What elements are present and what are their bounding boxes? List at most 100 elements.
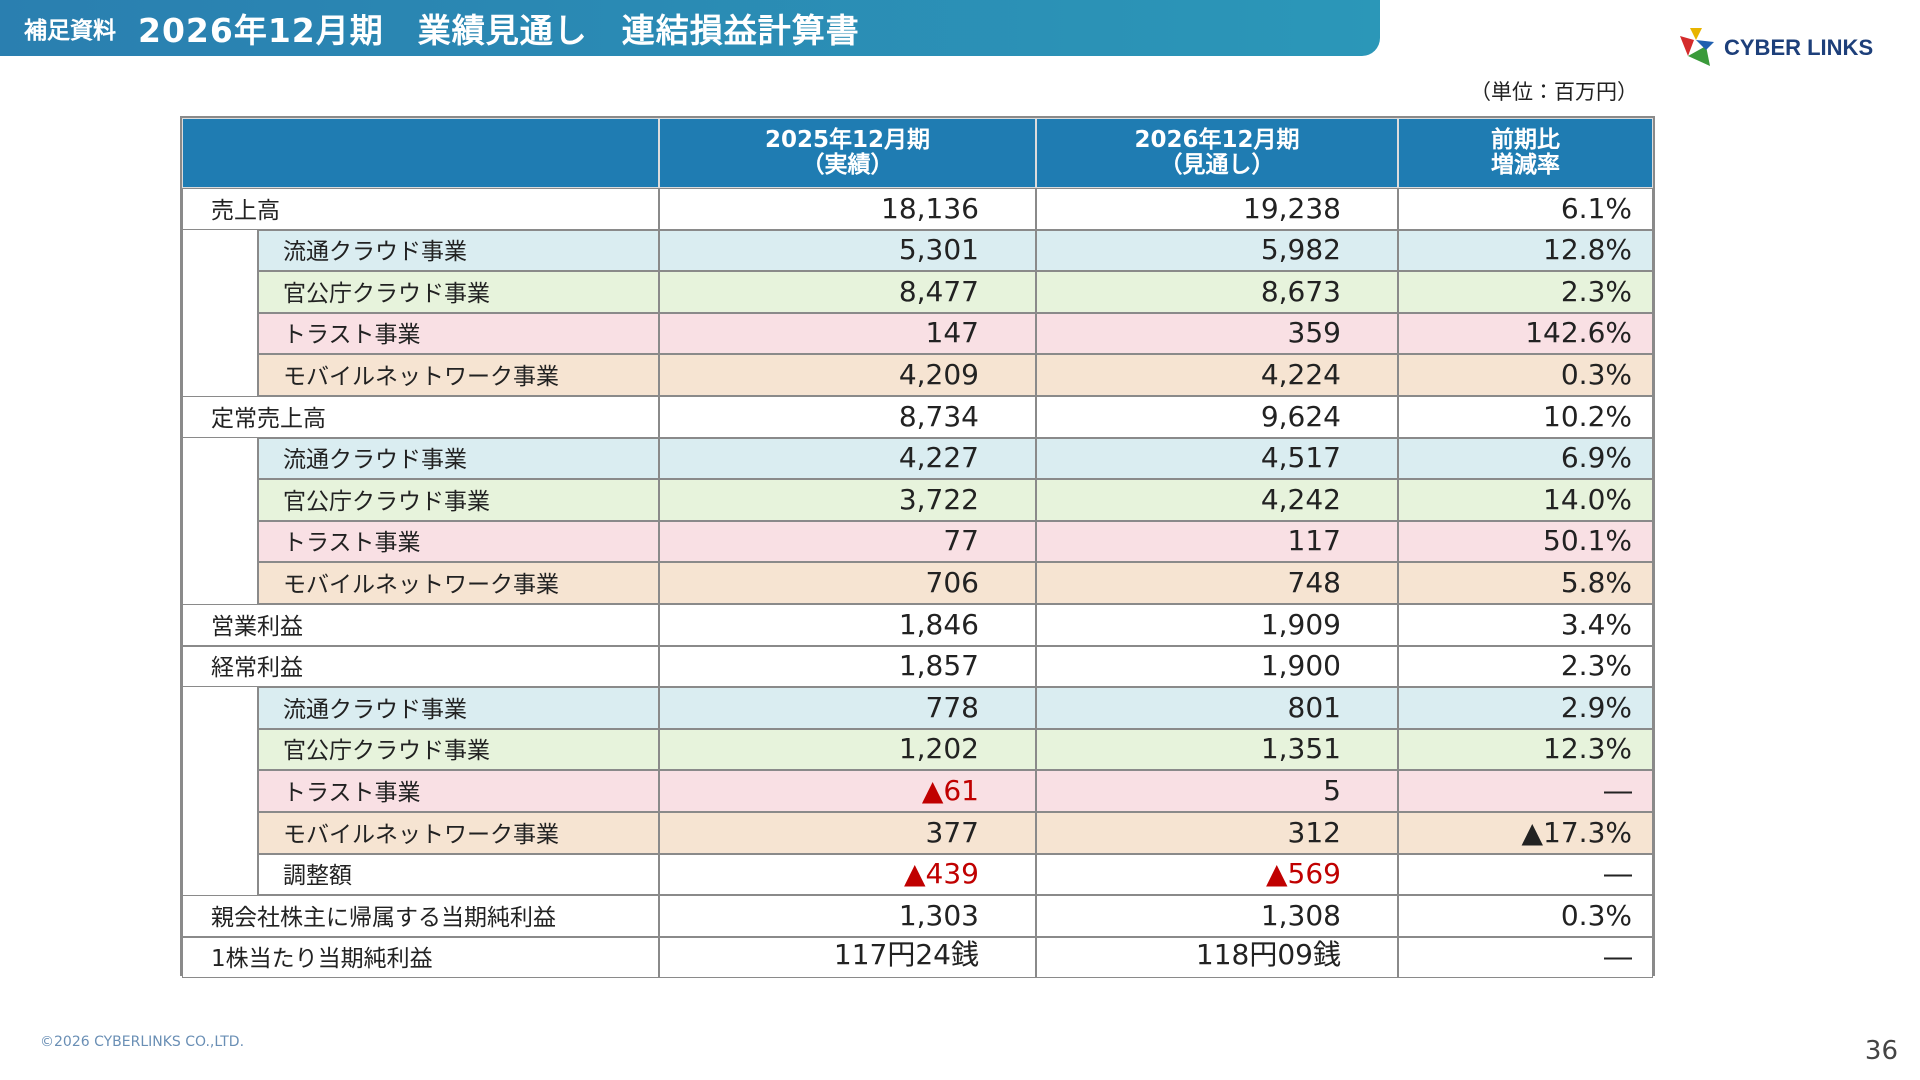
column-header-line: 2026年12月期 bbox=[1134, 126, 1300, 153]
sub-row-label: トラスト事業 bbox=[258, 770, 659, 812]
title-tag: 補足資料 bbox=[24, 18, 116, 44]
unit-label: （単位：百万円） bbox=[1470, 80, 1638, 104]
value-cell: 4,517 bbox=[1036, 437, 1398, 480]
logo-text: CYBER LINKS bbox=[1724, 35, 1874, 60]
value-cell: 1,351 bbox=[1036, 728, 1398, 771]
value-cell: 9,624 bbox=[1036, 396, 1398, 438]
column-header-line: （実績） bbox=[801, 152, 894, 178]
row-label: 営業利益 bbox=[182, 604, 659, 646]
column-header: 前期比 増減率 bbox=[1398, 118, 1653, 188]
row-label: 定常売上高 bbox=[182, 396, 659, 438]
value-cell: 1,900 bbox=[1036, 645, 1398, 688]
value-cell: 8,673 bbox=[1036, 271, 1398, 313]
value-cell: 312 bbox=[1036, 812, 1398, 854]
value-cell: 117 bbox=[1036, 520, 1398, 563]
value-cell: 359 bbox=[1036, 312, 1398, 355]
column-header-line: （見通し） bbox=[1159, 152, 1275, 178]
sub-row-label: トラスト事業 bbox=[258, 312, 659, 355]
row-label: 1株当たり当期純利益 bbox=[182, 936, 659, 979]
value-cell: 1,202 bbox=[659, 728, 1036, 771]
value-cell: 19,238 bbox=[1036, 188, 1398, 230]
value-cell: 706 bbox=[659, 562, 1036, 604]
value-cell: 147 bbox=[659, 312, 1036, 355]
sub-row-label: トラスト事業 bbox=[258, 520, 659, 563]
header-blank bbox=[182, 118, 659, 188]
value-cell: 1,303 bbox=[659, 895, 1036, 937]
value-cell: 377 bbox=[659, 812, 1036, 854]
value-cell: 801 bbox=[1036, 687, 1398, 729]
sub-row-label: 官公庁クラウド事業 bbox=[258, 271, 659, 313]
column-header-line: 2025年12月期 bbox=[764, 126, 931, 153]
value-cell: 8,734 bbox=[659, 396, 1036, 438]
logo-mark bbox=[1680, 28, 1714, 66]
value-cell: ▲61 bbox=[659, 770, 1036, 812]
sub-row-label: 流通クラウド事業 bbox=[258, 687, 659, 729]
table: 2025年12月期 （実績） 2026年12月期 （見通し） 前期比 増減率 売上高 18,1… bbox=[180, 116, 1655, 979]
row-label: 売上高 bbox=[182, 188, 659, 230]
value-cell: 14.0% bbox=[1398, 479, 1653, 521]
value-cell: 8,477 bbox=[659, 271, 1036, 313]
value-cell: 77 bbox=[659, 520, 1036, 563]
value-cell: 1,857 bbox=[659, 645, 1036, 688]
value-cell: 4,227 bbox=[659, 437, 1036, 480]
value-cell: 3,722 bbox=[659, 479, 1036, 521]
indent-blank bbox=[182, 229, 258, 396]
column-header: 2026年12月期 （見通し） bbox=[1036, 118, 1398, 188]
title-bar: 補足資料 2026年12月期 業績見通し 連結損益計算書 bbox=[0, 0, 1380, 56]
sub-row-label: 官公庁クラウド事業 bbox=[258, 479, 659, 521]
column-header-line: 前期比 bbox=[1491, 126, 1560, 153]
indent-blank bbox=[182, 687, 258, 896]
value-cell: 2.9% bbox=[1398, 687, 1653, 729]
sub-row-label: 流通クラウド事業 bbox=[258, 437, 659, 480]
value-cell: 5,982 bbox=[1036, 229, 1398, 272]
value-cell: 778 bbox=[659, 687, 1036, 729]
value-cell: 142.6% bbox=[1398, 312, 1653, 355]
value-cell: 748 bbox=[1036, 562, 1398, 604]
value-cell: 12.8% bbox=[1398, 229, 1653, 272]
column-header-line: 増減率 bbox=[1491, 152, 1560, 178]
value-cell: ▲439 bbox=[659, 853, 1036, 896]
row-label: 親会社株主に帰属する当期純利益 bbox=[182, 895, 659, 937]
page-number: 36 bbox=[1864, 1036, 1898, 1066]
value-cell: 0.3% bbox=[1398, 354, 1653, 396]
value-cell: 18,136 bbox=[659, 188, 1036, 230]
value-cell: 6.1% bbox=[1398, 188, 1653, 230]
value-cell: ― bbox=[1398, 853, 1653, 896]
value-cell: 2.3% bbox=[1398, 645, 1653, 688]
logo: CYBER LINKS bbox=[1676, 26, 1873, 70]
value-cell: ― bbox=[1398, 936, 1653, 979]
value-cell: 1,308 bbox=[1036, 895, 1398, 937]
value-cell: 4,224 bbox=[1036, 354, 1398, 396]
value-cell: 12.3% bbox=[1398, 728, 1653, 771]
sub-row-label: モバイルネットワーク事業 bbox=[258, 354, 659, 396]
value-cell: 2.3% bbox=[1398, 271, 1653, 313]
value-cell: 1,846 bbox=[659, 604, 1036, 646]
value-cell: 4,242 bbox=[1036, 479, 1398, 521]
column-header: 2025年12月期 （実績） bbox=[659, 118, 1036, 188]
value-cell: ▲569 bbox=[1036, 853, 1398, 896]
value-cell: 10.2% bbox=[1398, 396, 1653, 438]
value-cell: 50.1% bbox=[1398, 520, 1653, 563]
sub-row-label: 流通クラウド事業 bbox=[258, 229, 659, 272]
value-cell: 5,301 bbox=[659, 229, 1036, 272]
indent-blank bbox=[182, 437, 258, 604]
sub-row-label: モバイルネットワーク事業 bbox=[258, 812, 659, 854]
value-cell: 0.3% bbox=[1398, 895, 1653, 937]
sub-row-label: モバイルネットワーク事業 bbox=[258, 562, 659, 604]
value-cell: 5 bbox=[1036, 770, 1398, 812]
sub-row-label: 調整額 bbox=[258, 853, 659, 896]
title: 2026年12月期 業績見通し 連結損益計算書 bbox=[138, 11, 860, 50]
value-cell: 117円24銭 bbox=[659, 936, 1036, 979]
value-cell: 5.8% bbox=[1398, 562, 1653, 604]
value-cell: 3.4% bbox=[1398, 604, 1653, 646]
value-cell: 4,209 bbox=[659, 354, 1036, 396]
value-cell: ▲17.3% bbox=[1398, 812, 1653, 854]
copyright: ©2026 CYBERLINKS CO.,LTD. bbox=[40, 1034, 245, 1050]
value-cell: 1,909 bbox=[1036, 604, 1398, 646]
value-cell: ― bbox=[1398, 770, 1653, 812]
row-label: 経常利益 bbox=[182, 645, 659, 688]
value-cell: 6.9% bbox=[1398, 437, 1653, 480]
sub-row-label: 官公庁クラウド事業 bbox=[258, 728, 659, 771]
